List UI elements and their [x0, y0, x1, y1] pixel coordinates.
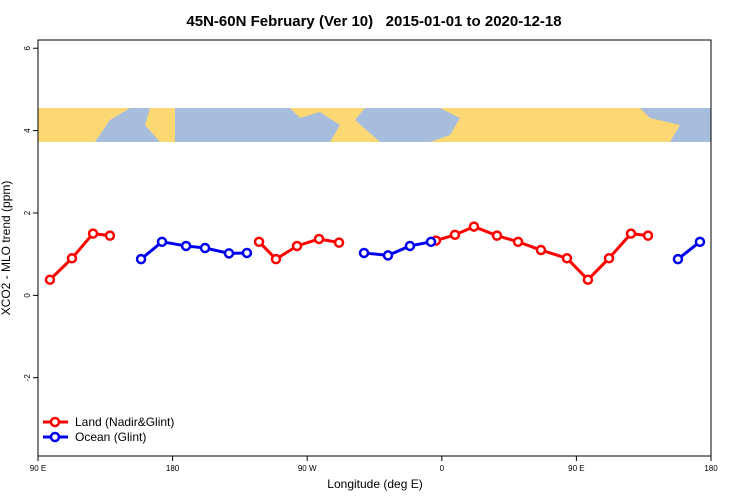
point	[694, 236, 706, 248]
point	[603, 253, 615, 264]
x-tick-label: 180	[166, 464, 180, 473]
point	[582, 274, 594, 285]
y-tick-label: 0	[23, 293, 32, 298]
point	[253, 236, 265, 248]
point	[199, 242, 211, 254]
y-tick-label: 2	[23, 210, 32, 215]
point	[512, 236, 524, 248]
point	[625, 228, 637, 239]
point	[449, 229, 461, 241]
point	[270, 253, 282, 265]
point	[358, 247, 370, 259]
y-axis-label: XCO2 - MLO trend (ppm)	[0, 181, 13, 316]
point	[135, 253, 147, 265]
x-tick-label: 90 E	[568, 464, 584, 473]
point	[223, 248, 235, 259]
point	[672, 253, 684, 265]
legend-label: Land (Nadir&Glint)	[75, 415, 174, 429]
point	[87, 228, 99, 239]
point	[104, 230, 116, 241]
map-band	[38, 108, 711, 142]
point	[156, 236, 168, 248]
x-axis-label: Longitude (deg E)	[327, 477, 422, 491]
point	[313, 233, 325, 245]
x-tick-label: 180	[704, 464, 718, 473]
point	[468, 221, 480, 232]
point	[491, 230, 503, 241]
legend-marker	[49, 431, 61, 443]
point	[44, 274, 56, 285]
chart-title: 45N-60N February (Ver 10) 2015-01-01 to …	[186, 13, 561, 30]
y-tick-label: 4	[23, 128, 32, 133]
point	[404, 240, 416, 252]
y-tick-label: -2	[23, 374, 32, 382]
point	[291, 240, 303, 252]
point	[425, 236, 437, 248]
y-tick-label: 6	[23, 45, 32, 50]
point	[382, 250, 394, 261]
point	[180, 240, 192, 252]
x-tick-label: 0	[440, 464, 445, 473]
legend-label: Ocean (Glint)	[75, 430, 146, 444]
point	[66, 253, 78, 264]
legend-marker	[49, 416, 61, 428]
x-tick-label: 90 E	[30, 464, 46, 473]
point	[333, 237, 345, 248]
x-tick-label: 90 W	[298, 464, 317, 473]
point	[561, 253, 573, 264]
series-line	[48, 231, 111, 281]
series-line	[363, 240, 432, 257]
point	[241, 247, 253, 259]
point	[535, 244, 547, 256]
plot-frame	[37, 39, 712, 457]
point	[642, 230, 654, 241]
